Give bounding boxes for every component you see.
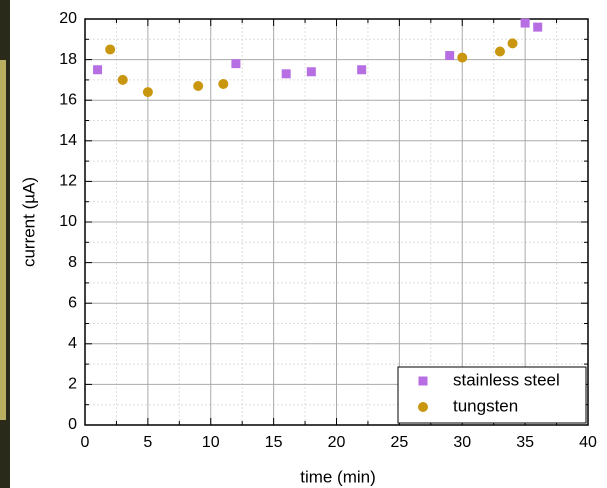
y-tick-label: 8 xyxy=(68,254,77,271)
x-tick-label: 35 xyxy=(516,434,534,451)
legend-label: stainless steel xyxy=(453,370,560,389)
data-point xyxy=(218,78,229,89)
y-tick-label: 18 xyxy=(59,51,77,68)
data-point xyxy=(520,18,530,28)
data-point xyxy=(281,69,291,79)
x-tick-label: 30 xyxy=(453,434,471,451)
y-tick-label: 2 xyxy=(68,376,77,393)
data-point xyxy=(457,52,468,63)
y-tick-label: 12 xyxy=(59,173,77,190)
data-point xyxy=(117,74,128,85)
y-tick-label: 16 xyxy=(59,91,77,108)
data-point xyxy=(93,65,103,75)
x-tick-label: 40 xyxy=(579,434,597,451)
x-tick-label: 15 xyxy=(265,434,283,451)
background-strip xyxy=(0,60,6,420)
y-tick-label: 4 xyxy=(68,335,77,352)
data-point xyxy=(231,59,241,69)
x-tick-label: 10 xyxy=(202,434,220,451)
data-point xyxy=(494,46,505,57)
data-point xyxy=(142,87,153,98)
y-tick-label: 10 xyxy=(59,213,77,230)
legend-box xyxy=(397,366,587,424)
y-tick-label: 14 xyxy=(59,132,77,149)
plot-frame xyxy=(84,18,589,426)
data-point xyxy=(105,44,116,55)
data-point xyxy=(533,22,543,32)
data-point xyxy=(357,65,367,75)
x-tick-label: 20 xyxy=(328,434,346,451)
legend-marker xyxy=(418,402,428,412)
y-tick-label: 6 xyxy=(68,294,77,311)
legend-marker xyxy=(418,376,428,386)
y-tick-label: 20 xyxy=(59,10,77,27)
x-axis-label: time (min) xyxy=(300,467,376,486)
x-tick-label: 25 xyxy=(390,434,408,451)
legend-label: tungsten xyxy=(453,396,518,415)
x-tick-label: 0 xyxy=(81,434,90,451)
data-point xyxy=(445,51,455,61)
x-tick-label: 5 xyxy=(143,434,152,451)
data-point xyxy=(306,67,316,77)
data-point xyxy=(193,80,204,91)
y-tick-label: 0 xyxy=(68,416,77,433)
y-axis-label: current (µA) xyxy=(19,177,38,267)
data-point xyxy=(507,38,518,49)
